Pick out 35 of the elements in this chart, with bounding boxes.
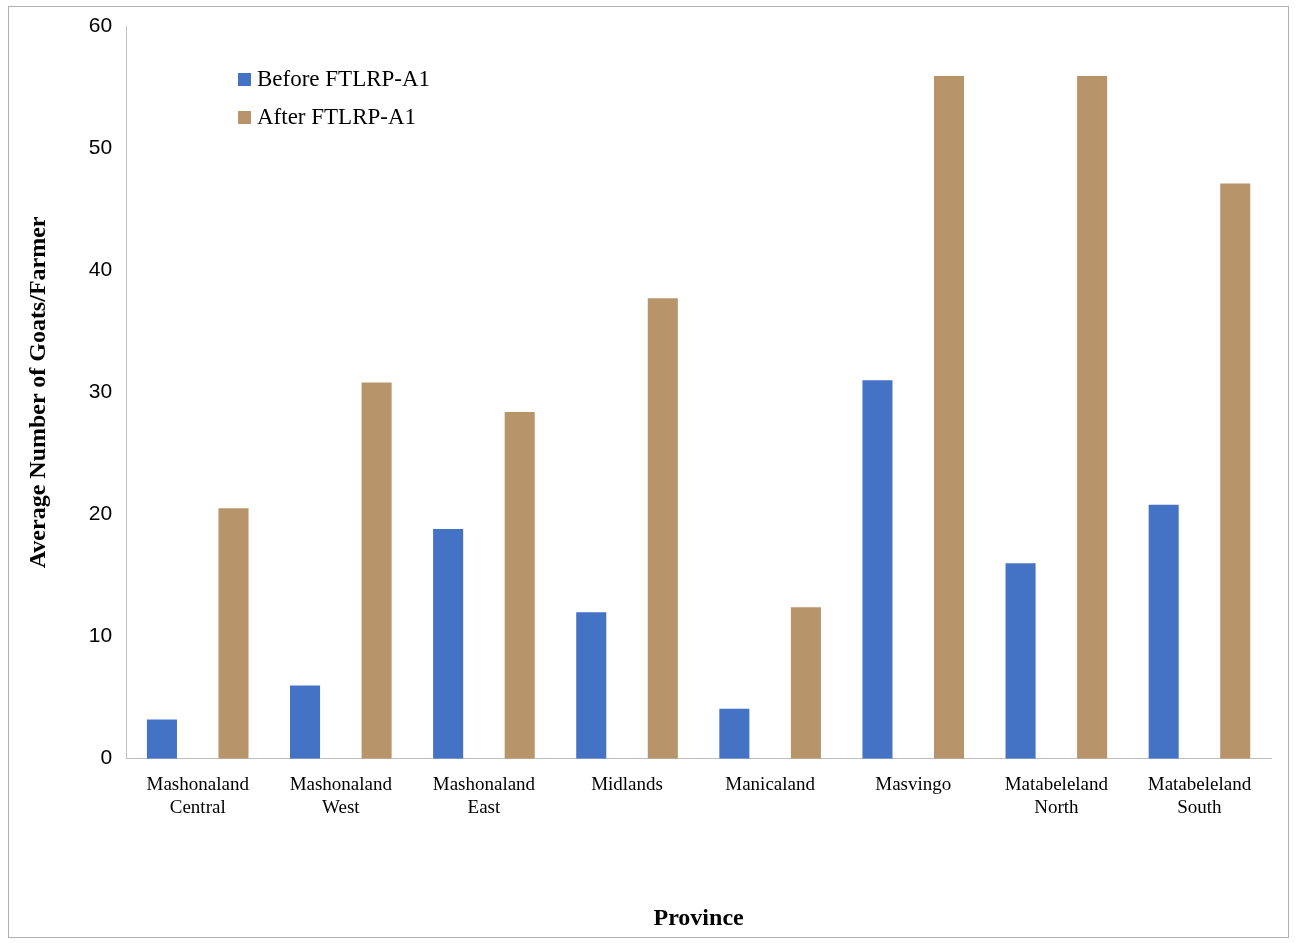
bar <box>1148 504 1179 759</box>
bar <box>146 719 177 759</box>
y-tick-label: 0 <box>100 745 113 769</box>
y-tick-label: 10 <box>88 623 113 647</box>
y-tick-label: 30 <box>88 379 113 403</box>
y-tick-label: 20 <box>88 501 113 525</box>
y-tick-label: 50 <box>88 134 113 158</box>
x-tick-label: Matabeleland North <box>1004 772 1109 818</box>
bar <box>719 708 750 759</box>
bar <box>290 685 321 759</box>
bar <box>433 529 464 759</box>
bar <box>576 612 607 759</box>
x-tick-label: Midlands <box>591 772 663 794</box>
bar <box>790 607 821 759</box>
legend-label: After FTLRP-A1 <box>257 104 417 130</box>
x-tick-label: Masvingo <box>875 772 952 794</box>
x-tick-label: Mashonaland West <box>289 772 393 818</box>
x-axis-title: Province <box>653 903 745 930</box>
bar <box>647 298 678 759</box>
bar <box>1220 183 1251 759</box>
bar <box>1005 563 1036 759</box>
x-tick-label: Matabeleland South <box>1147 772 1252 818</box>
y-axis-title: Average Number of Goats/Farmer <box>23 216 50 569</box>
y-tick-label: 60 <box>88 12 113 36</box>
x-tick-label: Mashonaland East <box>432 772 536 818</box>
bar <box>218 508 249 759</box>
bar <box>862 380 893 759</box>
bar <box>1077 76 1108 759</box>
y-tick-label: 40 <box>88 257 113 281</box>
bar <box>504 411 535 759</box>
bar <box>933 76 965 759</box>
bar <box>361 382 392 759</box>
x-tick-label: Manicaland <box>725 772 816 794</box>
x-tick-label: Mashonaland Central <box>146 772 250 818</box>
legend-label: Before FTLRP-A1 <box>257 66 431 92</box>
